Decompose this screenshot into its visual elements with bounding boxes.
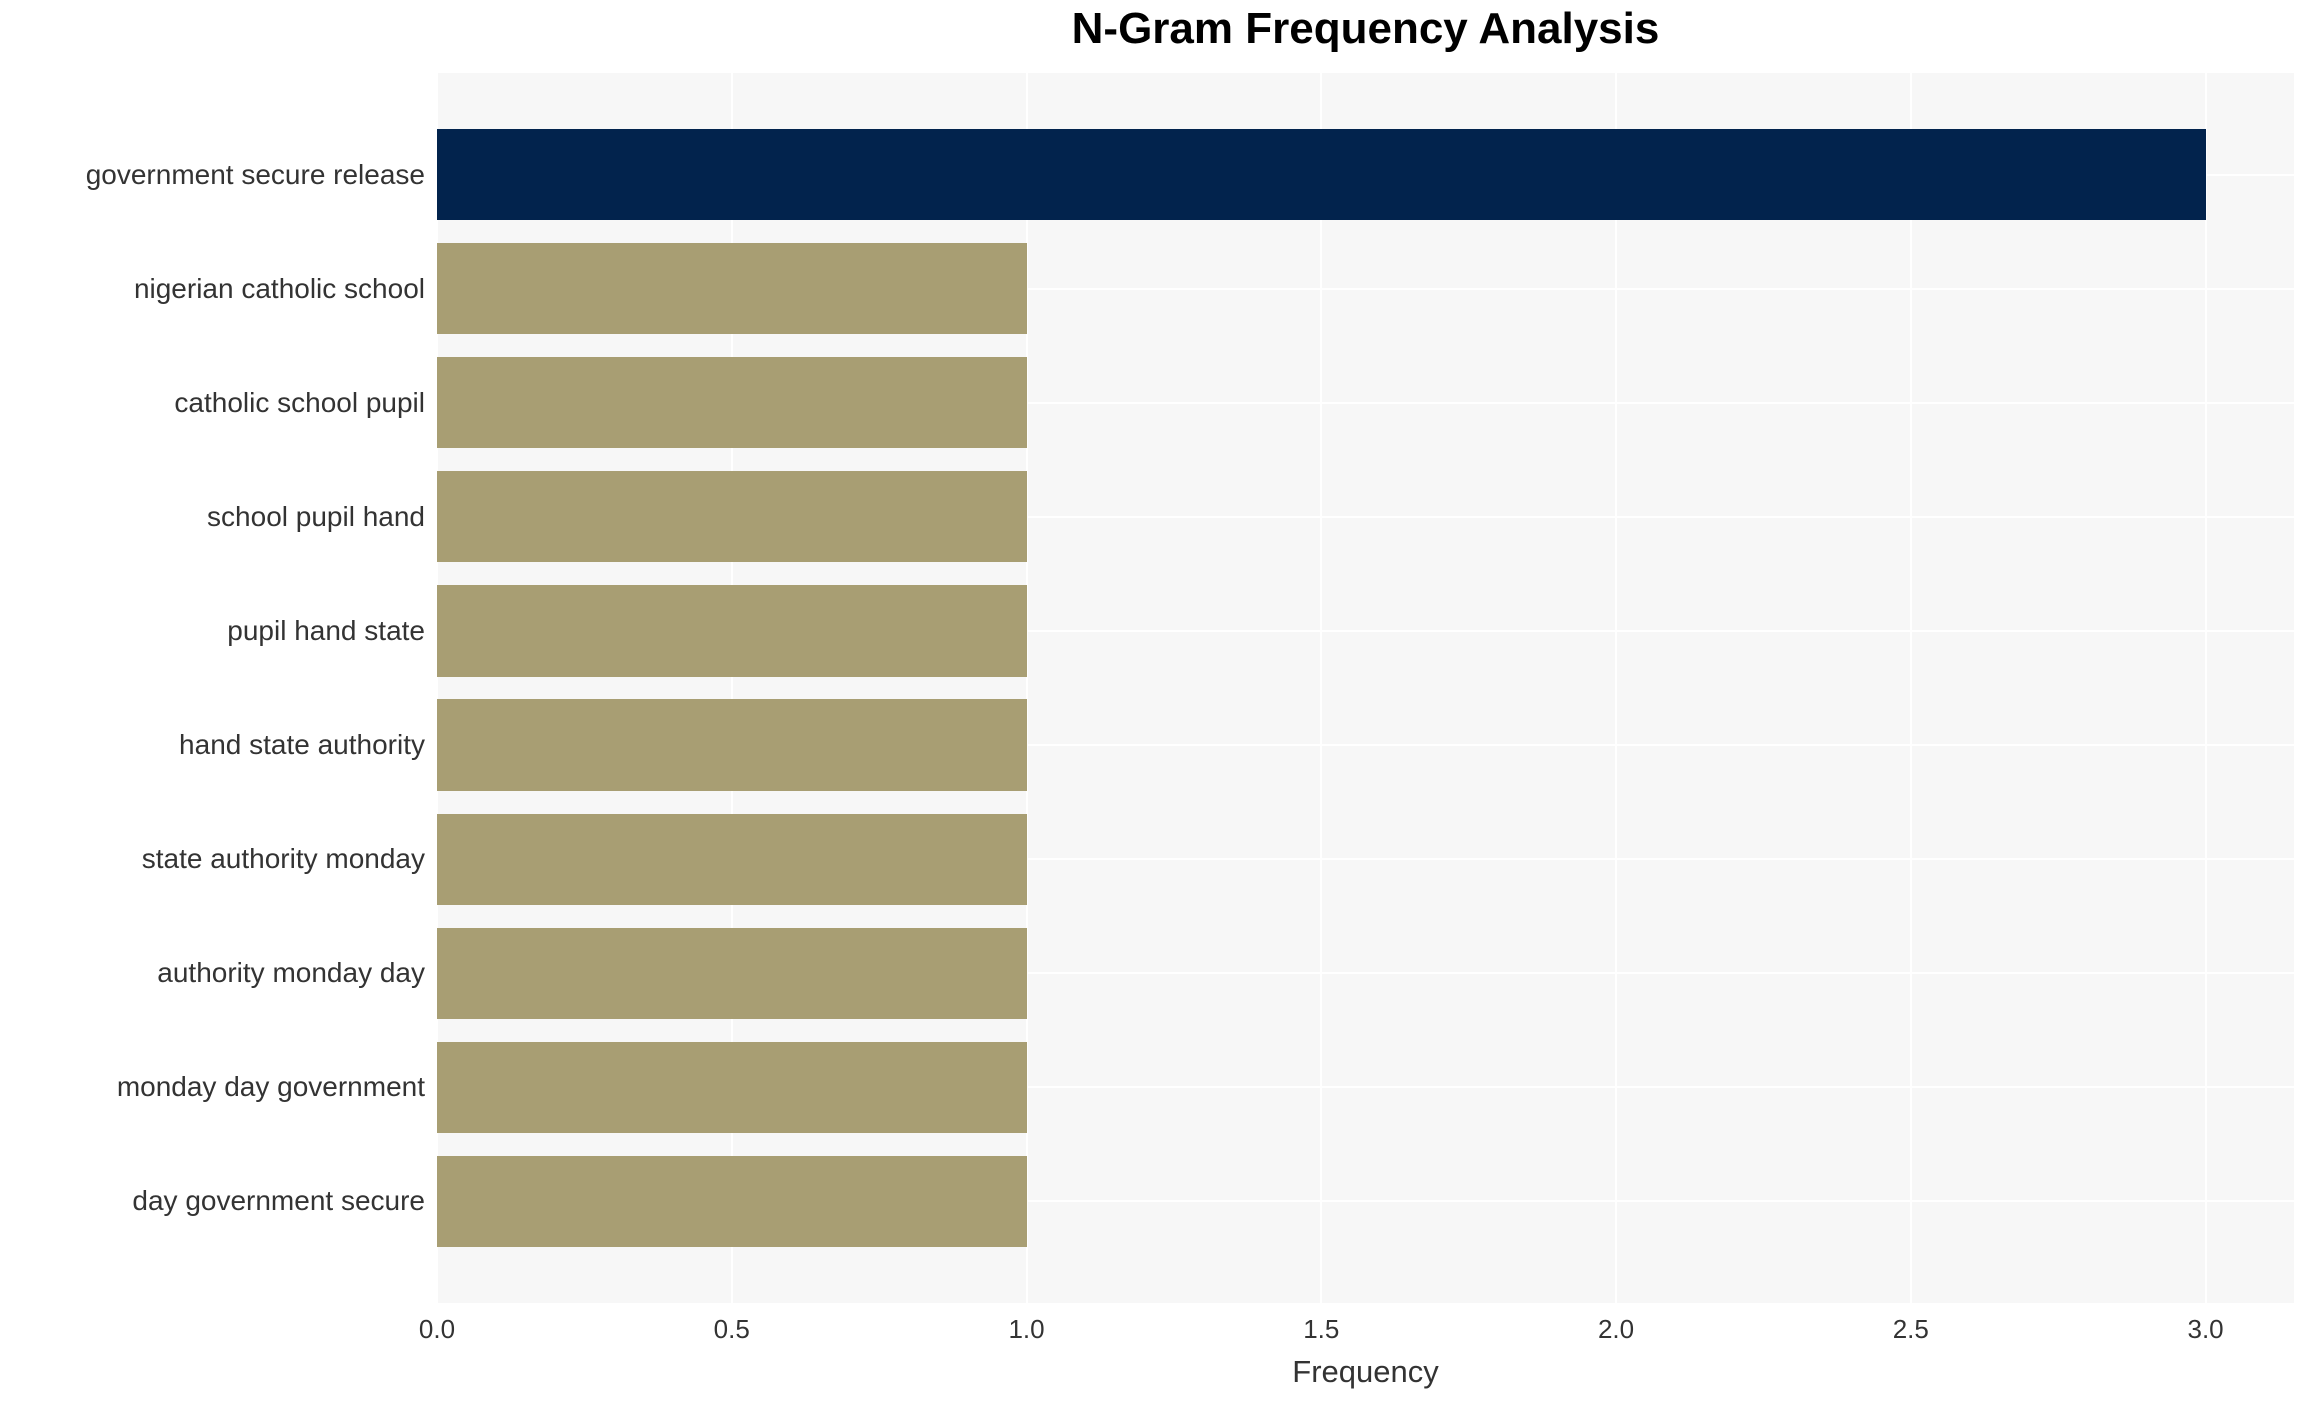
y-tick-label: authority monday day <box>157 957 425 989</box>
gridline-vertical <box>2204 73 2207 1303</box>
y-tick-label: monday day government <box>116 1071 425 1103</box>
y-tick-label: state authority monday <box>141 843 425 875</box>
y-tick-label: nigerian catholic school <box>133 272 425 304</box>
gridline-horizontal <box>437 629 2294 632</box>
x-tick-label: 0.5 <box>713 1314 750 1344</box>
bar <box>437 699 1027 791</box>
x-axis-title: Frequency <box>1292 1354 1439 1389</box>
gridline-vertical <box>730 73 733 1303</box>
bar <box>437 585 1027 677</box>
plot-area <box>437 73 2294 1303</box>
bar <box>437 1155 1027 1248</box>
gridline-vertical <box>1615 73 1618 1303</box>
bar <box>437 357 1027 449</box>
y-tick-label: day government secure <box>132 1185 425 1217</box>
bar <box>437 1041 1027 1133</box>
y-tick-label: government secure release <box>85 158 425 190</box>
bar <box>437 243 1027 335</box>
x-tick-label: 1.0 <box>1008 1314 1045 1344</box>
gridline-vertical <box>1025 73 1028 1303</box>
y-tick-label: pupil hand state <box>227 614 425 646</box>
gridline-vertical <box>1320 73 1323 1303</box>
x-tick-label: 2.5 <box>1892 1314 1929 1344</box>
x-tick-label: 0.0 <box>418 1314 456 1344</box>
gridline-horizontal <box>437 287 2294 290</box>
x-tick-label: 3.0 <box>2187 1314 2224 1344</box>
x-tick-label: 1.5 <box>1303 1314 1340 1344</box>
y-tick-label: school pupil hand <box>207 500 425 532</box>
bar <box>437 813 1027 905</box>
gridline-horizontal <box>437 401 2294 404</box>
gridline-horizontal <box>437 972 2294 975</box>
gridline-vertical <box>437 73 438 1303</box>
x-tick-label: 2.0 <box>1597 1314 1635 1344</box>
gridline-vertical <box>1909 73 1912 1303</box>
chart-title: N-Gram Frequency Analysis <box>1071 4 1660 53</box>
bar <box>437 128 2206 221</box>
gridline-horizontal <box>437 515 2294 518</box>
bar <box>437 471 1027 563</box>
gridline-horizontal <box>437 1086 2294 1089</box>
gridline-horizontal <box>437 744 2294 747</box>
gridline-horizontal <box>437 858 2294 861</box>
y-tick-label: hand state authority <box>179 729 425 761</box>
y-tick-label: catholic school pupil <box>174 386 425 418</box>
bar <box>437 927 1027 1019</box>
gridline-horizontal <box>437 1200 2294 1203</box>
